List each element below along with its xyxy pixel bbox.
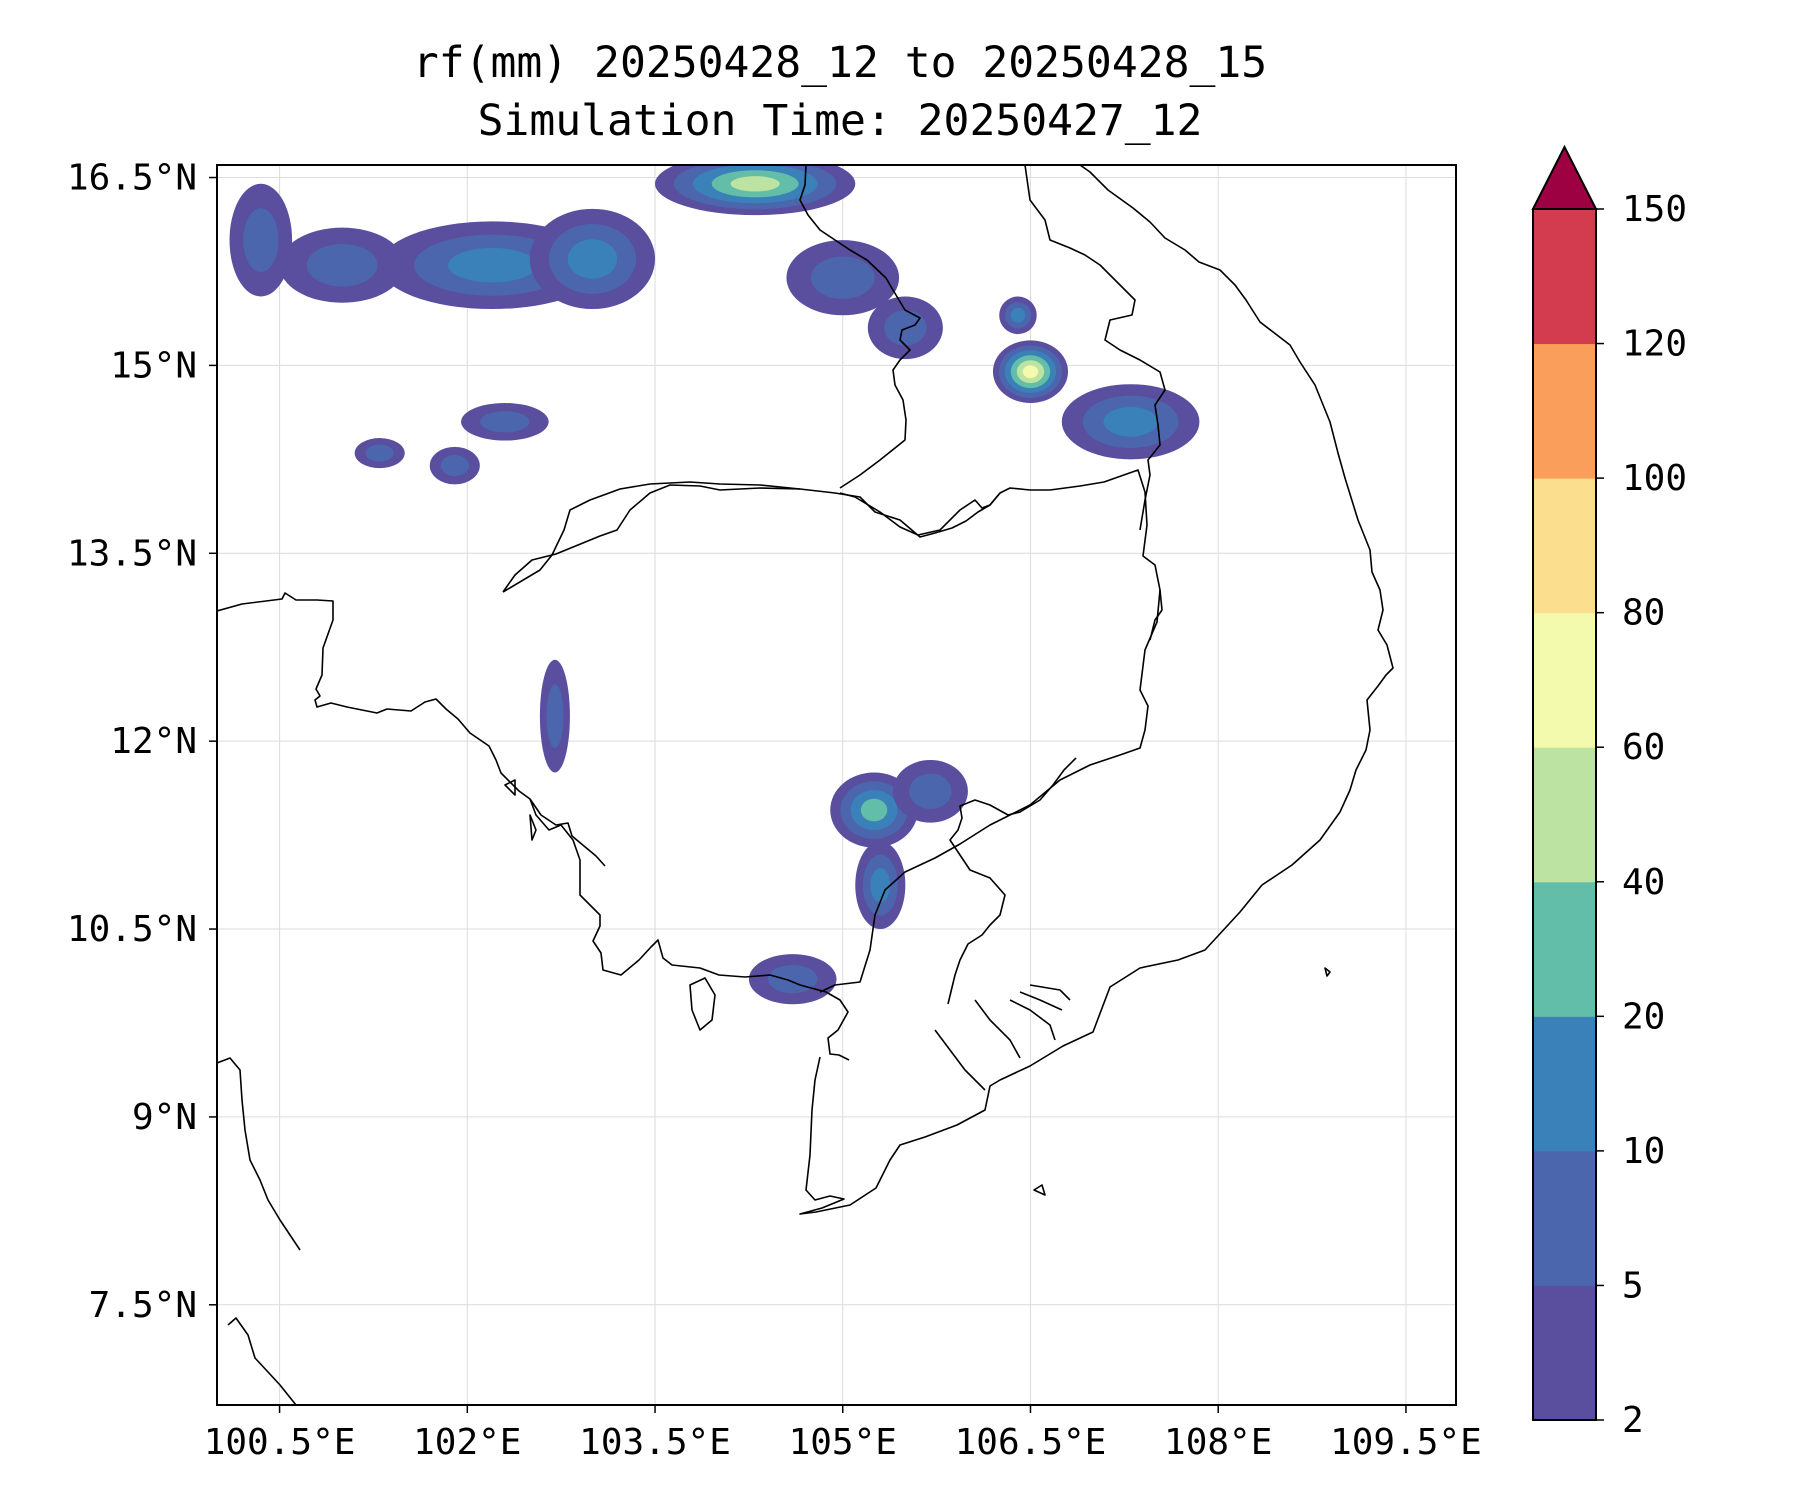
tick-label-lon: 103.5°E [579, 1422, 731, 1463]
colorbar-label: 60 [1622, 727, 1665, 768]
colorbar-segment [1533, 881, 1596, 1017]
coastlines-borders [217, 165, 1394, 1405]
rain-cell-band [365, 444, 394, 462]
rain-cell-band [480, 411, 530, 433]
colorbar-label: 150 [1622, 189, 1687, 230]
thailand-coastline [217, 592, 606, 867]
tick-label-lat: 7.5°N [89, 1285, 197, 1326]
colorbar-label: 5 [1622, 1265, 1644, 1306]
colorbar-segment [1533, 1285, 1596, 1421]
colorbar-frame [1532, 208, 1597, 1421]
colorbar-segment [1533, 343, 1596, 479]
rain-cell-band [860, 798, 888, 822]
cambodia-coast [529, 798, 850, 1061]
rain-cell-band [810, 256, 875, 299]
rain-cell-band [567, 239, 618, 279]
colorbar: 2 5 10 20 40 60 80 100 120 150 [1531, 144, 1687, 1441]
map-background [217, 165, 1456, 1405]
rain-cell-band [884, 310, 927, 346]
tick-label-lat: 9°N [132, 1097, 197, 1138]
mekong-delta-islands [934, 984, 1071, 1091]
rain-cell-band [440, 454, 469, 477]
tick-label-lat: 12°N [110, 721, 197, 762]
colorbar-extend-arrow [1531, 144, 1598, 210]
vietnam-south-coast [799, 165, 1394, 1215]
rain-cell-band [730, 176, 780, 192]
chart-subtitle: Simulation Time: 20250427_12 [477, 96, 1203, 146]
rain-cell-band [1103, 406, 1158, 437]
laos-north-border [799, 165, 921, 489]
rain-cell-band [1010, 307, 1026, 323]
colorbar-label: 80 [1622, 593, 1665, 634]
colorbar-label: 120 [1622, 324, 1687, 365]
rainfall-contours [229, 165, 1200, 1005]
colorbar-label: 40 [1622, 862, 1665, 903]
tick-label-lon: 100.5°E [204, 1422, 356, 1463]
rain-cell-band [767, 964, 818, 994]
colorbar-segment [1533, 612, 1596, 748]
axis-ticks: 100.5°E 102°E 103.5°E 105°E 106.5°E 108°E 109.… [67, 158, 1482, 1463]
chart-title: rf(mm) 20250428_12 to 20250428_15 [412, 38, 1268, 88]
tick-label-lat: 13.5°N [67, 533, 197, 574]
tick-label-lon: 106.5°E [955, 1422, 1107, 1463]
vietnam-cambodia-border [947, 589, 1163, 1005]
tick-label-lat: 10.5°N [67, 909, 197, 950]
laos-vietnam-border [1024, 165, 1166, 531]
thailand-laos-border [502, 484, 1001, 593]
malay-peninsula-coast [217, 1057, 301, 1405]
cambodia-border [502, 469, 1161, 993]
colorbar-label: 10 [1622, 1131, 1665, 1172]
rain-cell-band [243, 208, 279, 273]
rain-cell-band [546, 684, 564, 748]
gulf-islands [504, 779, 1331, 1196]
tick-label-lat: 16.5°N [67, 158, 197, 199]
tick-label-lon: 109.5°E [1330, 1422, 1482, 1463]
tick-label-lat: 15°N [110, 345, 197, 386]
rain-cell-band [306, 243, 378, 287]
rain-cell-band [1022, 365, 1039, 379]
rain-cell-band [447, 247, 537, 283]
plot-frame [216, 164, 1457, 1406]
tick-label-lon: 102°E [413, 1422, 521, 1463]
colorbar-segment [1533, 478, 1596, 614]
colorbar-label: 2 [1622, 1400, 1644, 1441]
rain-cell-band [909, 773, 952, 809]
colorbar-segment [1533, 1150, 1596, 1286]
colorbar-segment [1533, 209, 1596, 345]
tick-label-lon: 105°E [789, 1422, 897, 1463]
colorbar-label: 20 [1622, 996, 1665, 1037]
colorbar-segment [1533, 747, 1596, 883]
rain-cell-band [870, 867, 891, 903]
colorbar-segment [1533, 1016, 1596, 1152]
tick-label-lon: 108°E [1164, 1422, 1272, 1463]
colorbar-label: 100 [1622, 458, 1687, 499]
